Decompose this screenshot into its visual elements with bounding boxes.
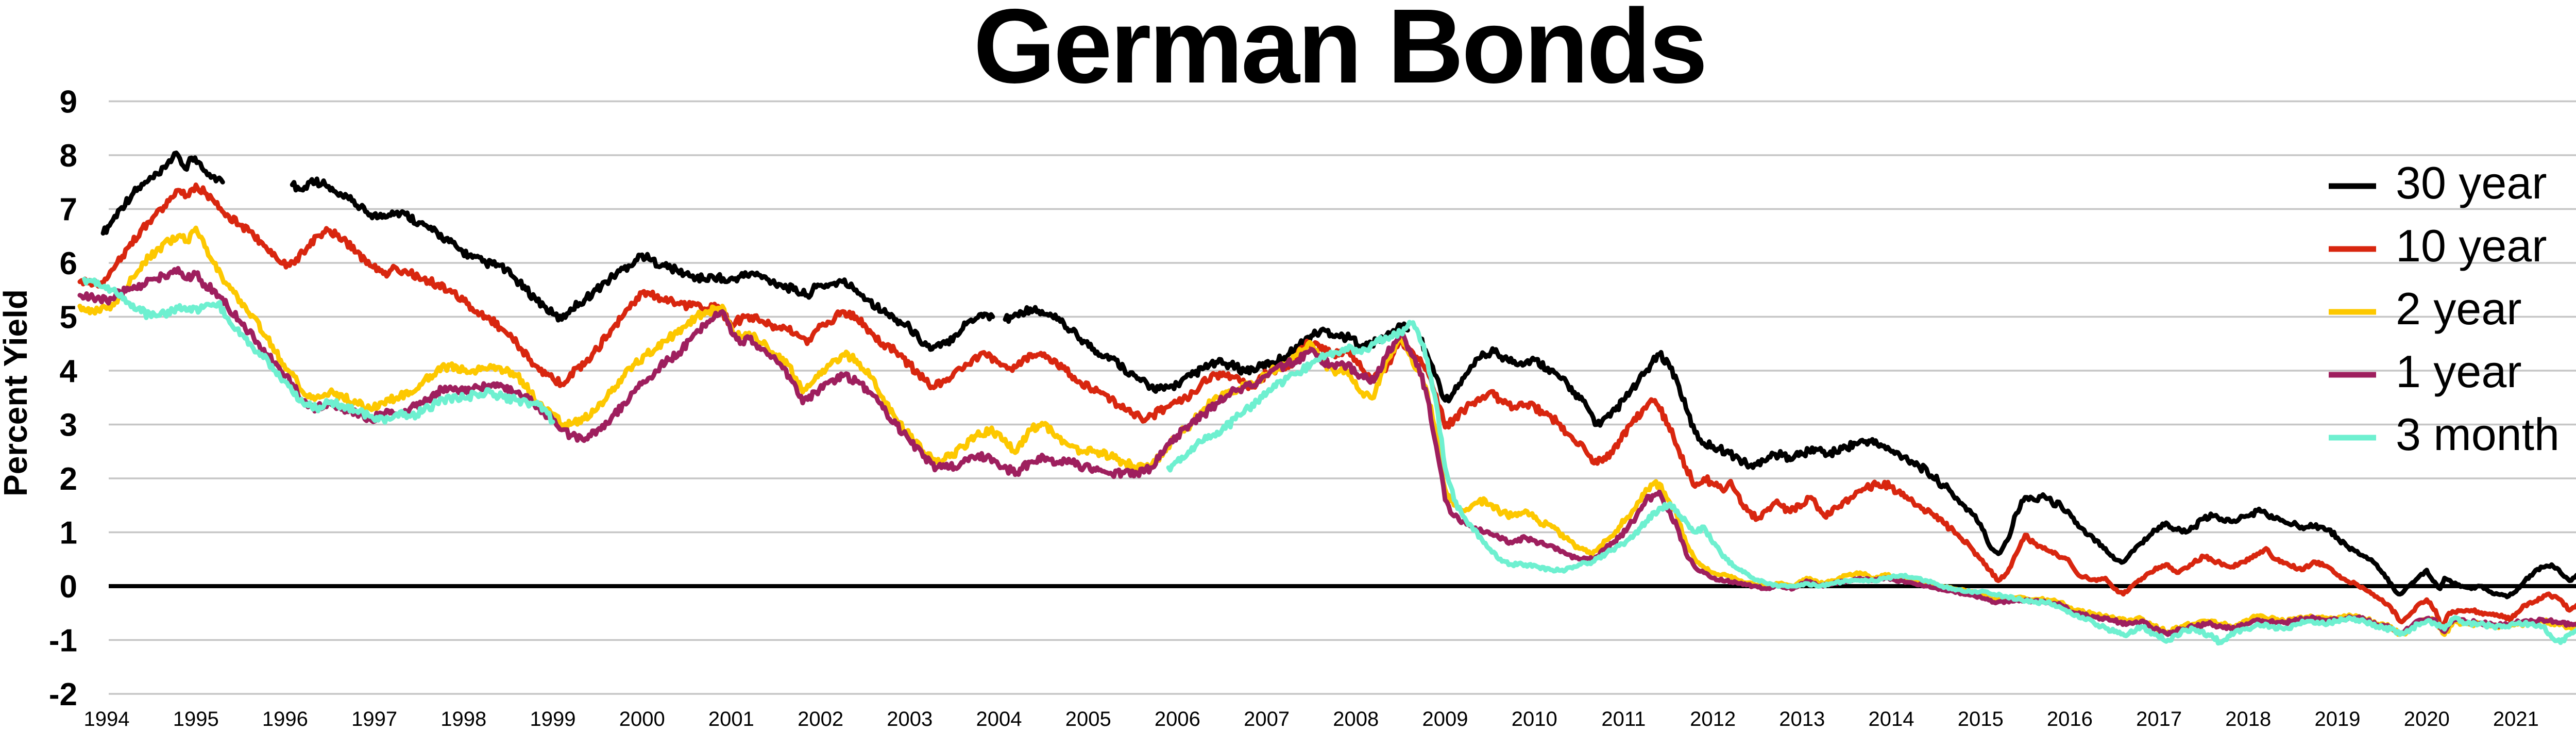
x-tick-label: 2008 (1333, 708, 1379, 730)
y-tick-label-left: 5 (60, 300, 77, 336)
legend-item-30-year: 30 year (2329, 157, 2547, 208)
x-tick-label: 2018 (2225, 708, 2271, 730)
line-1-year (77, 265, 2576, 637)
y-axis-label: Percent Yield (0, 289, 34, 496)
x-tick-label: 2001 (708, 708, 754, 730)
x-tick-label: 2004 (976, 708, 1022, 730)
y-tick-label-left: 9 (60, 85, 77, 120)
x-tick-label: 2021 (2493, 708, 2539, 730)
y-tick-label-left: 1 (60, 516, 77, 551)
x-tick-label: 2010 (1512, 708, 1557, 730)
x-tick-label: 2020 (2404, 708, 2450, 730)
y-tick-label-left: -1 (49, 623, 77, 659)
legend-label: 1 year (2396, 346, 2522, 397)
line-3-month (82, 276, 2576, 646)
x-tick-label: 2011 (1601, 708, 1646, 730)
legend-label: 3 month (2396, 409, 2560, 460)
y-tick-label-left: 2 (60, 461, 77, 497)
x-tick-label: 2016 (2047, 708, 2093, 730)
x-tick-label: 1995 (173, 708, 219, 730)
x-tick-label: 1998 (440, 708, 486, 730)
x-tick-label: 2002 (798, 708, 843, 730)
x-tick-label: 2007 (1244, 708, 1290, 730)
y-tick-label-left: 0 (60, 569, 77, 605)
legend-label: 2 year (2396, 283, 2522, 334)
line-2-year (77, 225, 2576, 637)
chart-title: German Bonds (973, 0, 1705, 105)
x-tick-label: 2017 (2136, 708, 2182, 730)
x-tick-label: 1997 (351, 708, 397, 730)
x-tick-label: 2009 (1422, 708, 1468, 730)
x-tick-label: 2003 (887, 708, 933, 730)
legend-item-2-year: 2 year (2329, 283, 2522, 334)
legend-label: 10 year (2396, 220, 2547, 271)
x-tick-label: 2013 (1779, 708, 1825, 730)
x-tick-label: 2015 (1958, 708, 2004, 730)
gridlines (109, 100, 2576, 695)
legend: 30 year 10 year 2 year 1 year 3 month (2329, 157, 2560, 460)
legend-item-1-year: 1 year (2329, 346, 2522, 397)
legend-label: 30 year (2396, 157, 2547, 208)
y-tick-label-left: 6 (60, 246, 77, 281)
x-tick-label: 2000 (619, 708, 665, 730)
x-tick-label: 2012 (1690, 708, 1736, 730)
legend-item-10-year: 10 year (2329, 220, 2547, 271)
x-tick-label: 1994 (84, 708, 130, 730)
x-tick-label: 1999 (530, 708, 576, 730)
series-lines (77, 151, 2576, 646)
x-tick-label: 2014 (1869, 708, 1914, 730)
y-tick-label-left: 8 (60, 138, 77, 174)
x-tick-label: 2006 (1155, 708, 1200, 730)
line-30-year (100, 151, 2576, 600)
y-tick-label-left: 3 (60, 408, 77, 443)
x-tick-label: 2005 (1065, 708, 1111, 730)
line-10-year (77, 182, 2576, 632)
axis-tick-labels: 99887766554433221100-1-1-2-2199419951996… (49, 85, 2539, 731)
legend-item-3-month: 3 month (2329, 409, 2560, 460)
y-tick-label-left: -2 (49, 677, 77, 712)
x-tick-label: 1996 (262, 708, 308, 730)
y-tick-label-left: 4 (60, 354, 78, 389)
y-tick-label-left: 7 (60, 192, 77, 228)
x-tick-label: 2019 (2315, 708, 2361, 730)
